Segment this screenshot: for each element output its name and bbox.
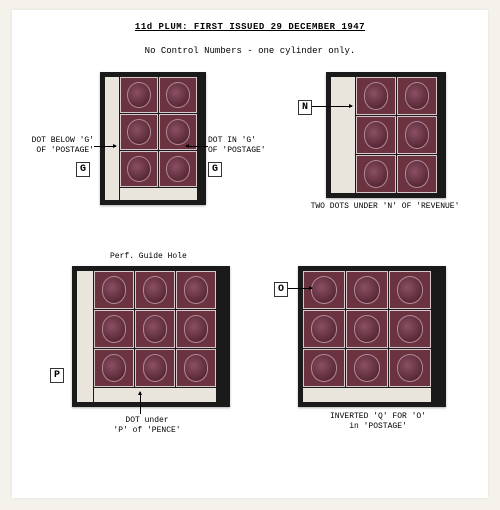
- page-title: 11d PLUM: FIRST ISSUED 29 DECEMBER 1947: [30, 22, 470, 32]
- block-bottom-right: [298, 266, 446, 407]
- label-n: N: [298, 100, 312, 115]
- label-p: P: [50, 368, 64, 383]
- block-top-right: [326, 72, 446, 198]
- arrow-br: [288, 288, 312, 289]
- label-o: O: [274, 282, 288, 297]
- layout-grid: DOT BELOW 'G'OF 'POSTAGE' G DOT IN 'G'OF…: [30, 66, 470, 466]
- caption-tr: TWO DOTS UNDER 'N' OF 'REVENUE': [310, 202, 460, 212]
- heading-bl: Perf. Guide Hole: [110, 252, 187, 262]
- caption-tl-right: DOT IN 'G'OF 'POSTAGE': [208, 136, 268, 155]
- arrow-bl: [140, 392, 141, 414]
- label-g-left: G: [76, 162, 90, 177]
- label-g-right: G: [208, 162, 222, 177]
- arrow-tr: [312, 106, 352, 107]
- caption-br: INVERTED 'Q' FOR 'O'in 'POSTAGE': [308, 412, 448, 431]
- arrow-tl-left: [94, 146, 116, 147]
- arrow-tl-right: [186, 146, 208, 147]
- page-subtitle: No Control Numbers - one cylinder only.: [30, 46, 470, 56]
- caption-bl: DOT under'P' of 'PENCE': [102, 416, 192, 435]
- block-top-left: [100, 72, 206, 205]
- block-bottom-left: [72, 266, 230, 407]
- caption-tl-left: DOT BELOW 'G'OF 'POSTAGE': [30, 136, 94, 155]
